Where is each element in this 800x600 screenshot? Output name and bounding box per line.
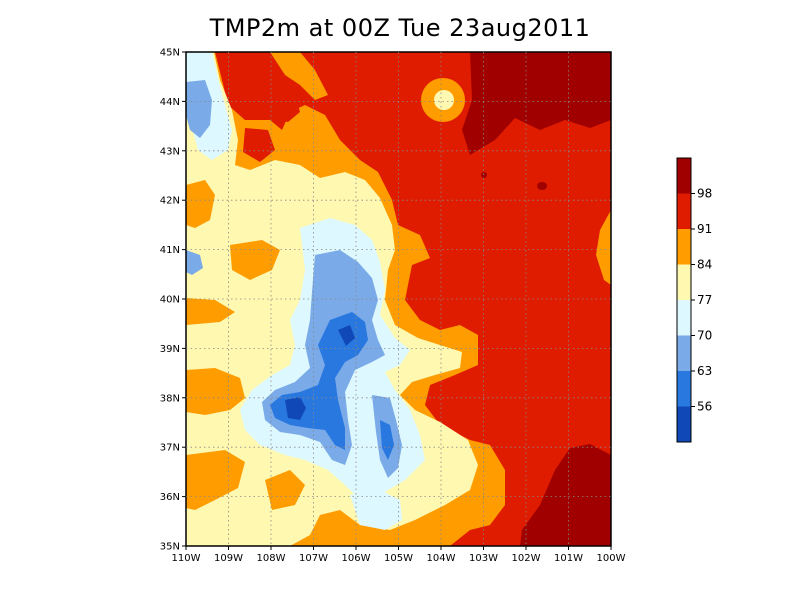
colorbar-swatch [677, 335, 691, 371]
band-63-70-west [186, 250, 203, 275]
lon-label: 100W [597, 553, 626, 564]
band-77-84-spot-ne [434, 90, 454, 110]
colorbar-swatch [677, 264, 691, 300]
lon-label: 108W [257, 553, 286, 564]
band-below-56-2 [338, 325, 355, 346]
colorbar-swatch [677, 158, 691, 194]
grid-lines [182, 51, 612, 550]
lat-label: 35N [160, 542, 180, 553]
band-84-91-hole-3 [186, 298, 235, 325]
band-above-98-spot2 [481, 172, 487, 178]
band-91-98-northwest [225, 52, 300, 122]
band-56-63-east [380, 420, 394, 460]
band-70-77-south [350, 490, 402, 530]
colorbar-label: 91 [697, 222, 712, 236]
lat-label: 40N [160, 295, 180, 306]
band-84-91-hole-6 [265, 470, 305, 510]
band-84-91-hole-5 [186, 450, 245, 510]
band-above-98-north [462, 52, 611, 155]
colorbar-swatch [677, 193, 691, 229]
colorbar-label: 77 [697, 293, 712, 307]
colorbar-label: 63 [697, 364, 712, 378]
lat-label: 42N [160, 196, 180, 207]
lon-label: 104W [427, 553, 456, 564]
band-84-91-east-edge [596, 210, 611, 285]
band-84-91-hole-1 [186, 180, 215, 228]
band-above-98-spot [537, 182, 547, 190]
latitude-labels: 45N 44N 43N 42N 41N 40N 39N 38N 37N 36N 35N [160, 48, 180, 553]
colorbar-label: 84 [697, 258, 712, 272]
lat-label: 43N [160, 146, 180, 157]
colorbar-label: 70 [697, 329, 712, 343]
lon-label: 105W [384, 553, 413, 564]
lon-label: 107W [299, 553, 328, 564]
band-63-70-north [186, 80, 212, 138]
chart-title: TMP2m at 00Z Tue 23aug2011 [209, 14, 591, 42]
lon-label: 110W [172, 553, 201, 564]
lat-label: 39N [160, 344, 180, 355]
colorbar: 98 91 84 77 70 63 56 [676, 157, 712, 443]
lat-label: 38N [160, 393, 180, 404]
lat-label: 37N [160, 443, 180, 454]
lat-label: 44N [160, 97, 180, 108]
lon-label: 109W [214, 553, 243, 564]
lon-label: 101W [554, 553, 583, 564]
colorbar-label: 56 [697, 400, 712, 414]
band-91-98-pocket-1 [243, 128, 275, 162]
longitude-labels: 110W 109W 108W 107W 106W 105W 104W 103W 102W 101W… [172, 553, 626, 564]
colorbar-swatch [677, 229, 691, 265]
lat-label: 45N [160, 48, 180, 59]
lat-label: 41N [160, 245, 180, 256]
band-below-56 [285, 397, 306, 420]
colorbar-swatch [677, 300, 691, 336]
band-84-91-hole-4 [186, 368, 245, 415]
colorbar-swatch [677, 406, 691, 442]
lon-label: 103W [469, 553, 498, 564]
lon-label: 106W [342, 553, 371, 564]
colorbar-label: 98 [697, 187, 712, 201]
lon-label: 102W [512, 553, 541, 564]
band-above-98-south [520, 444, 611, 546]
colorbar-swatch [677, 371, 691, 407]
lat-label: 36N [160, 492, 180, 503]
